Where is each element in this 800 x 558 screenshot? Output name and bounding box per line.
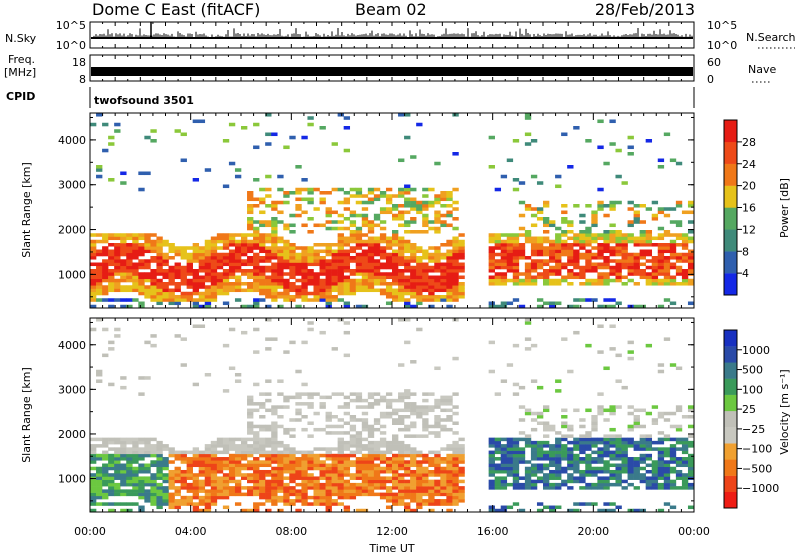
colorbar-swatch	[724, 330, 737, 347]
nsky-strip: N.Sky 10^5 10^0 10^5 10^0 N.Search	[5, 19, 796, 81]
freq-tick-top: 18	[72, 56, 86, 69]
velocity-heatmap	[90, 318, 695, 513]
power-ylabel: Slant Range [km]	[20, 162, 33, 258]
date-title: 28/Feb/2013	[595, 0, 695, 19]
time-tick-label: 04:00	[175, 525, 207, 538]
time-tick-label: 08:00	[275, 525, 307, 538]
colorbar-swatch	[724, 394, 737, 412]
power-colorbar-tick: 16	[742, 202, 756, 215]
time-tick-label: 20:00	[577, 525, 609, 538]
cpid-strip: CPID twofsound 3501	[6, 87, 695, 108]
nave-label: Nave	[748, 63, 776, 76]
colorbar-swatch	[724, 273, 737, 296]
colorbar-swatch	[724, 346, 737, 363]
colorbar-swatch	[724, 427, 737, 444]
velocity-y-axis: 1000 2000 3000 4000	[58, 321, 694, 502]
power-colorbar-tick: 20	[742, 180, 756, 193]
nsky-label: N.Sky	[5, 32, 37, 45]
power-colorbar-tick: 28	[742, 136, 756, 149]
velocity-colorbar: 1000 500 100 25 −25 −100 −500 −1000	[723, 329, 779, 509]
nsky-tick-bottom: 10^0	[56, 39, 86, 52]
colorbar-swatch	[724, 475, 737, 493]
colorbar-swatch	[724, 163, 737, 186]
time-tick-label: 00:00	[678, 525, 710, 538]
range-tick-label: 1000	[58, 473, 86, 486]
cpid-value: twofsound 3501	[94, 94, 194, 107]
colorbar-swatch	[724, 207, 737, 230]
colorbar-swatch	[724, 443, 737, 460]
power-colorbar-tick: 8	[742, 245, 749, 258]
power-colorbar-tick: 24	[742, 158, 756, 171]
nsearch-label: N.Search	[746, 31, 796, 44]
range-tick-label: 3000	[58, 383, 86, 396]
beam-title: Beam 02	[355, 0, 427, 19]
time-tick-label: 00:00	[74, 525, 106, 538]
colorbar-swatch	[724, 120, 737, 143]
nsearch-tick-bottom: 10^0	[707, 39, 737, 52]
power-colorbar-tick: 4	[742, 267, 749, 280]
freq-label-line1: Freq.	[8, 53, 35, 66]
range-tick-label: 2000	[58, 428, 86, 441]
colorbar-swatch	[724, 229, 737, 252]
power-y-axis: 1000 2000 3000 4000	[58, 116, 694, 298]
colorbar-swatch	[724, 251, 737, 274]
velocity-ylabel: Slant Range [km]	[20, 367, 33, 463]
power-panel: 1000 2000 3000 4000 Slant Range [km] 4 8 12 16…	[20, 112, 791, 309]
range-tick-label: 3000	[58, 179, 86, 192]
power-colorbar: 4 8 12 16 20 24 28	[723, 119, 756, 296]
cpid-label: CPID	[6, 90, 35, 103]
colorbar-swatch	[724, 141, 737, 164]
nsearch-tick-top: 10^5	[707, 19, 737, 32]
power-colorbar-tick: 12	[742, 223, 756, 236]
station-title: Dome C East (fitACF)	[92, 0, 260, 19]
velocity-panel: 1000 2000 3000 4000 Slant Range [km] 1000 50…	[20, 317, 791, 513]
colorbar-swatch	[724, 459, 737, 476]
velocity-colorbar-tick: −25	[742, 423, 765, 436]
freq-strip: Freq. [MHz] 18 8 60 0 Nave	[4, 53, 776, 86]
time-tick-label: 16:00	[477, 525, 509, 538]
colorbar-swatch	[724, 378, 737, 395]
freq-label-line2: [MHz]	[4, 66, 36, 79]
range-tick-label: 2000	[58, 224, 86, 237]
velocity-colorbar-tick: −1000	[742, 482, 779, 495]
nave-tick-top: 60	[707, 56, 721, 69]
velocity-colorbar-tick: 1000	[742, 344, 770, 357]
velocity-colorbar-tick: 100	[742, 383, 763, 396]
nsky-trace	[89, 22, 695, 81]
range-tick-label: 4000	[58, 134, 86, 147]
freq-trace	[91, 67, 693, 76]
range-tick-label: 4000	[58, 339, 86, 352]
power-heatmap	[90, 113, 695, 309]
power-colorbar-label: Power [dB]	[778, 178, 791, 238]
colorbar-swatch	[724, 362, 737, 379]
nsky-tick-top: 10^5	[56, 19, 86, 32]
velocity-colorbar-label: Velocity [m s⁻¹]	[778, 369, 791, 454]
nave-tick-bottom: 0	[707, 73, 714, 86]
freq-frame	[89, 54, 695, 82]
freq-tick-bottom: 8	[79, 73, 86, 86]
time-axis: 00:00 04:00 08:00 12:00 16:00 20:00 00:00	[74, 113, 710, 538]
colorbar-swatch	[724, 185, 737, 208]
velocity-colorbar-tick: 25	[742, 403, 756, 416]
velocity-colorbar-tick: 500	[742, 364, 763, 377]
range-tick-label: 1000	[58, 268, 86, 281]
xaxis-label: Time UT	[368, 542, 414, 554]
time-tick-label: 12:00	[376, 525, 408, 538]
colorbar-swatch	[724, 491, 737, 509]
colorbar-swatch	[724, 410, 737, 428]
velocity-colorbar-tick: −100	[742, 443, 772, 456]
velocity-colorbar-tick: −500	[742, 462, 772, 475]
